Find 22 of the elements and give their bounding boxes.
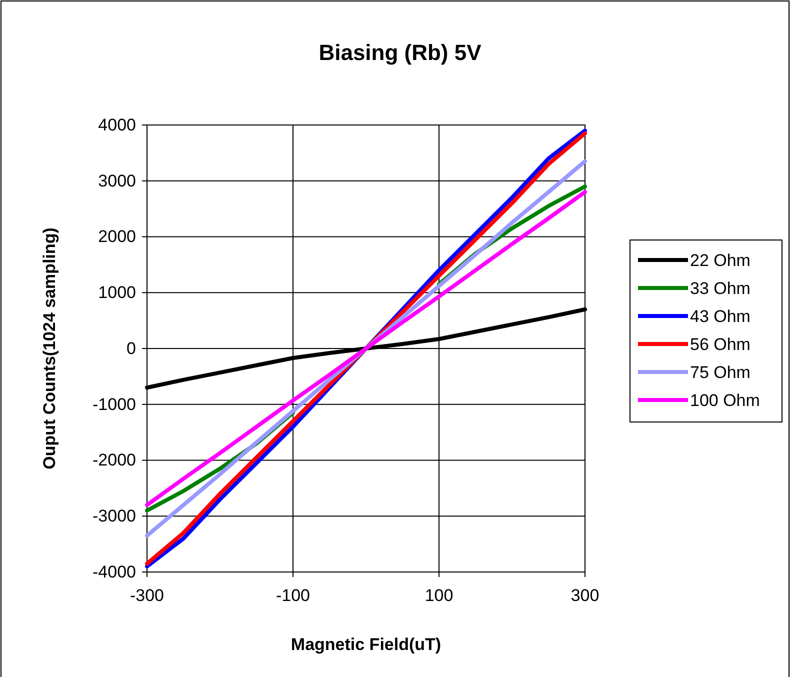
legend-label: 33 Ohm xyxy=(690,279,750,298)
x-tick-label: -100 xyxy=(276,586,310,606)
y-tick-label: 2000 xyxy=(98,227,136,246)
legend-label: 22 Ohm xyxy=(690,251,750,270)
legend-label: 56 Ohm xyxy=(690,335,750,354)
y-tick-label: -4000 xyxy=(92,562,136,582)
y-tick-label: -2000 xyxy=(92,450,136,470)
chart-title: Biasing (Rb) 5V xyxy=(318,40,482,65)
y-tick-label: 0 xyxy=(126,338,136,358)
y-axis-title: Ouput Counts(1024 sampling) xyxy=(40,228,59,470)
y-tick-label: 3000 xyxy=(98,171,136,190)
legend-label: 100 Ohm xyxy=(690,391,760,410)
x-tick-label: -300 xyxy=(130,586,164,606)
x-tick-label: 300 xyxy=(570,586,600,606)
y-tick-label: 1000 xyxy=(98,283,136,302)
y-tick-label: -1000 xyxy=(92,394,136,414)
y-tick-label: -3000 xyxy=(92,506,136,526)
y-tick-label: 4000 xyxy=(98,115,136,134)
x-tick-label: 100 xyxy=(424,586,454,606)
x-axis-title: Magnetic Field(uT) xyxy=(290,635,442,654)
legend-label: 75 Ohm xyxy=(690,363,750,382)
legend-label: 43 Ohm xyxy=(690,307,750,326)
